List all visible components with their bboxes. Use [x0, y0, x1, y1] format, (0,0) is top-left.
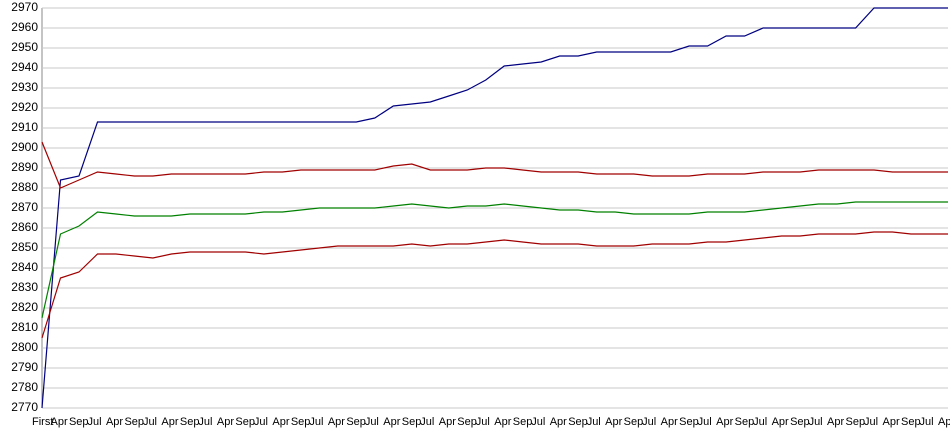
- x-tick-label: Jul: [198, 416, 212, 428]
- y-tick-label: 2800: [11, 340, 38, 354]
- x-tick-label: Apr: [383, 416, 400, 428]
- x-tick-label: Sep: [624, 416, 644, 428]
- x-tick-label: Sep: [790, 416, 810, 428]
- y-tick-label: 2970: [11, 0, 38, 14]
- x-tick-label: Jul: [254, 416, 268, 428]
- y-tick-label: 2830: [11, 280, 38, 294]
- x-tick-label: Apr: [106, 416, 123, 428]
- x-tick-label: Jul: [920, 416, 934, 428]
- x-tick-label: Jul: [698, 416, 712, 428]
- x-tick-label: Apr: [328, 416, 345, 428]
- x-tick-label: Apr: [716, 416, 733, 428]
- series-line: [41, 141, 948, 189]
- x-tick-label: Apr: [827, 416, 844, 428]
- y-tick-label: 2770: [11, 400, 38, 414]
- series-line: [41, 201, 948, 319]
- y-tick-label: 2950: [11, 40, 38, 54]
- x-tick-label: Jul: [753, 416, 767, 428]
- x-tick-label: Apr: [772, 416, 789, 428]
- x-tick-label: Sep: [291, 416, 311, 428]
- y-tick-label: 2960: [11, 20, 38, 34]
- y-tick-label: 2780: [11, 380, 38, 394]
- y-tick-label: 2890: [11, 160, 38, 174]
- x-tick-label: Jul: [864, 416, 878, 428]
- y-tick-label: 2840: [11, 260, 38, 274]
- x-tick-label: Sep: [568, 416, 588, 428]
- x-tick-label: Sep: [402, 416, 422, 428]
- y-tick-label: 2880: [11, 180, 38, 194]
- x-tick-label: Jul: [87, 416, 101, 428]
- x-tick-label: First: [32, 416, 53, 428]
- x-tick-label: Sep: [346, 416, 366, 428]
- x-tick-label: Sep: [457, 416, 477, 428]
- y-tick-label: 2900: [11, 140, 38, 154]
- x-tick-label: Apr: [439, 416, 456, 428]
- x-tick-label: Apr: [883, 416, 900, 428]
- y-tick-label: 2810: [11, 320, 38, 334]
- x-tick-label: Apr: [938, 416, 950, 428]
- x-tick-label: Sep: [901, 416, 921, 428]
- x-tick-label: Apr: [217, 416, 234, 428]
- x-tick-label: Apr: [661, 416, 678, 428]
- y-tick-label: 2930: [11, 80, 38, 94]
- y-tick-label: 2860: [11, 220, 38, 234]
- x-tick-label: Jul: [309, 416, 323, 428]
- x-tick-label: Apr: [550, 416, 567, 428]
- y-tick-label: 2920: [11, 100, 38, 114]
- x-tick-label: Jul: [420, 416, 434, 428]
- x-tick-label: Jul: [809, 416, 823, 428]
- x-tick-label: Sep: [846, 416, 866, 428]
- y-tick-label: 2850: [11, 240, 38, 254]
- x-tick-label: Apr: [272, 416, 289, 428]
- x-tick-label: Jul: [365, 416, 379, 428]
- series-line: [41, 7, 948, 409]
- x-tick-label: Jul: [143, 416, 157, 428]
- y-tick-label: 2790: [11, 360, 38, 374]
- x-tick-label: Apr: [161, 416, 178, 428]
- x-tick-label: Sep: [513, 416, 533, 428]
- y-tick-label: 2940: [11, 60, 38, 74]
- x-tick-label: Jul: [587, 416, 601, 428]
- x-tick-label: Sep: [124, 416, 144, 428]
- x-tick-label: Jul: [642, 416, 656, 428]
- x-tick-label: Sep: [180, 416, 200, 428]
- x-tick-label: Sep: [235, 416, 255, 428]
- y-tick-label: 2910: [11, 120, 38, 134]
- x-tick-label: Apr: [605, 416, 622, 428]
- y-tick-label: 2820: [11, 300, 38, 314]
- y-tick-label: 2870: [11, 200, 38, 214]
- x-tick-label: Sep: [735, 416, 755, 428]
- x-tick-label: Apr: [50, 416, 67, 428]
- x-tick-label: Jul: [531, 416, 545, 428]
- x-tick-label: Sep: [69, 416, 89, 428]
- x-tick-label: Jul: [476, 416, 490, 428]
- x-tick-label: Sep: [679, 416, 699, 428]
- series-line: [41, 231, 948, 339]
- x-tick-label: Apr: [494, 416, 511, 428]
